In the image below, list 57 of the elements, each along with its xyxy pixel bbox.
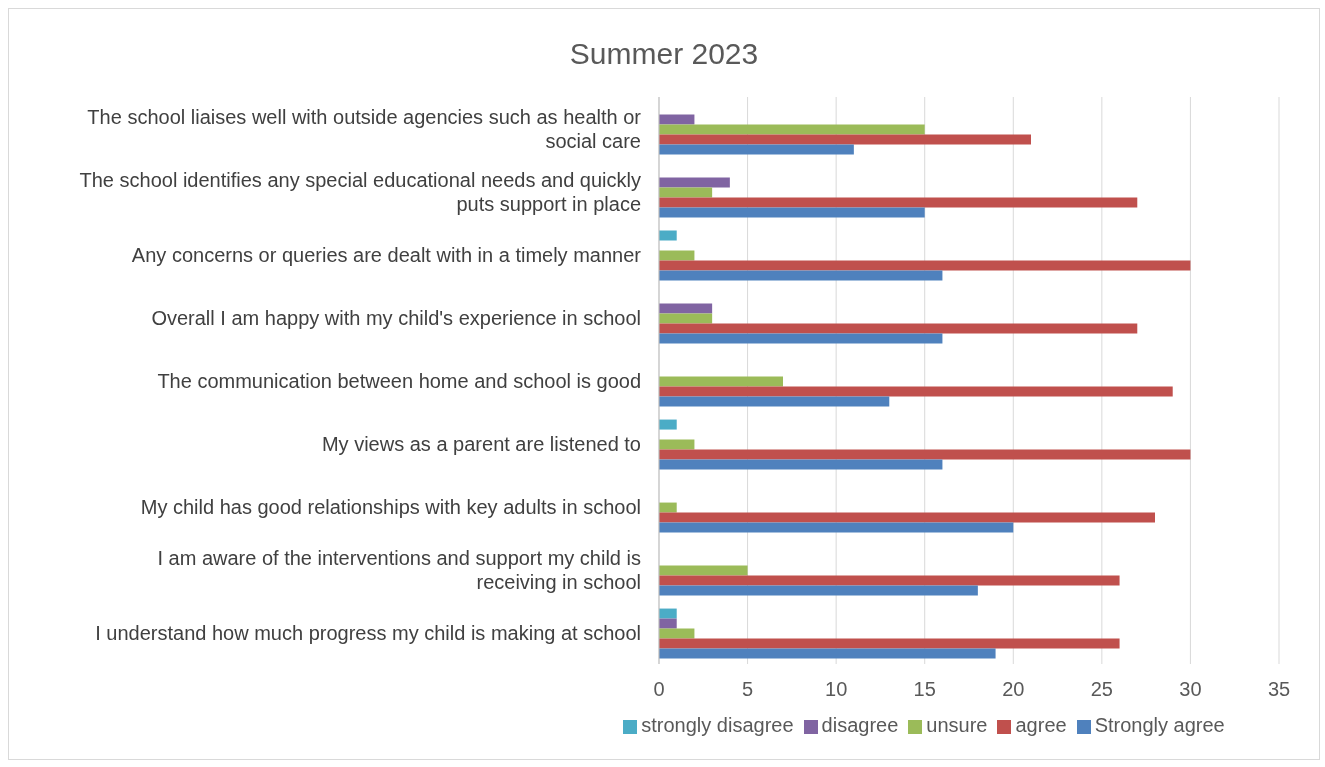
bar	[659, 396, 890, 407]
y-tick-label: The school identifies any special educational needs and quickly puts support in place	[79, 168, 641, 215]
bar	[659, 439, 695, 450]
legend-label: unsure	[926, 714, 988, 736]
bar	[659, 207, 925, 218]
x-tick-label: 5	[742, 678, 754, 701]
bar	[659, 638, 1120, 649]
x-tick-label: 15	[913, 678, 936, 701]
bar	[659, 260, 1191, 271]
legend-label: agree	[1015, 714, 1067, 736]
bar	[659, 124, 925, 135]
bar	[659, 565, 748, 576]
bar	[659, 376, 783, 387]
bar	[659, 628, 695, 639]
bar	[659, 575, 1120, 586]
bar	[659, 449, 1191, 460]
legend-label: Strongly agree	[1094, 714, 1225, 736]
bar	[659, 522, 1014, 533]
bar	[659, 512, 1155, 523]
bar	[659, 386, 1173, 397]
bar	[659, 618, 677, 629]
bar	[659, 177, 730, 188]
bar	[659, 313, 713, 324]
y-tick-label: I understand how much progress my child is making at school	[95, 621, 641, 644]
x-tick-label: 35	[1267, 678, 1291, 701]
bar	[659, 250, 695, 261]
bar	[659, 585, 978, 596]
y-tick-label: My views as a parent are listened to	[321, 432, 641, 455]
bar	[659, 144, 854, 155]
bar	[659, 608, 677, 619]
x-tick-label: 25	[1090, 678, 1113, 701]
bar	[659, 187, 713, 198]
bar	[659, 502, 677, 513]
bar	[659, 333, 943, 344]
x-tick-label: 0	[653, 678, 665, 701]
bar	[659, 230, 677, 241]
bar	[659, 134, 1031, 145]
bar	[659, 114, 695, 125]
bar	[659, 648, 996, 659]
legend-label: strongly disagree	[641, 714, 794, 736]
y-tick-label: Any concerns or queries are dealt with in a timely manner	[131, 243, 642, 266]
bar	[659, 419, 677, 430]
bar	[659, 197, 1138, 208]
bar	[659, 459, 943, 470]
y-tick-label: My child has good relationships with key adults in school	[140, 495, 641, 518]
legend-label: disagree	[821, 714, 899, 736]
chart-title: Summer 2023	[568, 36, 760, 72]
x-tick-label: 10	[825, 678, 848, 701]
x-tick-label: 20	[1002, 678, 1025, 701]
y-tick-label: Overall I am happy with my child's experience in school	[151, 306, 641, 329]
y-tick-label: The communication between home and school is good	[157, 369, 641, 392]
bar	[659, 323, 1138, 334]
bar	[659, 303, 713, 314]
bar	[659, 270, 943, 281]
y-tick-label: The school liaises well with outside agencies such as health or social care	[87, 105, 642, 152]
y-tick-label: I am aware of the interventions and support my child is receiving in school	[157, 546, 641, 593]
x-tick-label: 30	[1179, 678, 1202, 701]
